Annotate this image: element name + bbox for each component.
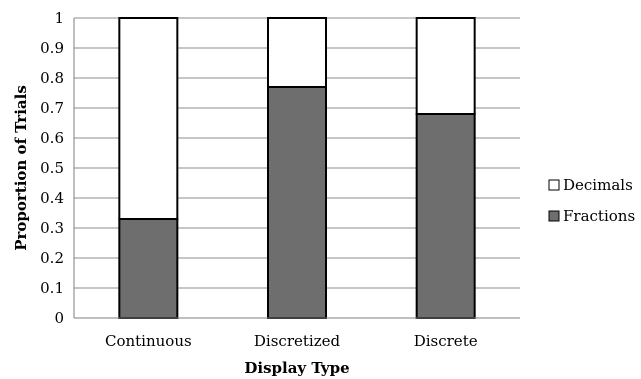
x-tick-labels: Continuous Discretized Discrete bbox=[105, 332, 478, 350]
y-tick-label: 0 bbox=[54, 309, 64, 327]
bar-fractions-continuous bbox=[118, 218, 179, 319]
y-tick-label: 0.2 bbox=[40, 249, 64, 267]
y-tick-label: 0.5 bbox=[40, 159, 64, 177]
y-tick-label: 0.6 bbox=[40, 129, 64, 147]
bar-decimals-continuous bbox=[118, 17, 179, 220]
y-tick-label: 0.9 bbox=[40, 39, 64, 57]
bar-fractions-discrete bbox=[415, 113, 476, 319]
bars bbox=[118, 17, 476, 319]
x-axis-title: Display Type bbox=[244, 359, 349, 377]
y-tick-label: 0.7 bbox=[40, 99, 64, 117]
bar-fractions-discretized bbox=[267, 86, 327, 319]
legend-label-fractions: Fractions bbox=[563, 207, 635, 225]
y-tick-label: 0.1 bbox=[40, 279, 64, 297]
axes bbox=[73, 18, 520, 319]
x-tick-label: Discretized bbox=[254, 332, 341, 350]
y-tick-label: 0.8 bbox=[40, 69, 64, 87]
legend-swatch-decimals bbox=[548, 179, 560, 191]
y-tick-label: 0.4 bbox=[40, 189, 64, 207]
bar-decimals-discrete bbox=[415, 17, 476, 115]
x-tick-label: Discrete bbox=[414, 332, 478, 350]
y-tick-label: 0.3 bbox=[40, 219, 64, 237]
x-tick-label: Continuous bbox=[105, 332, 192, 350]
legend-swatch-fractions bbox=[548, 210, 560, 222]
y-tick-label: 1 bbox=[54, 9, 64, 27]
legend-label-decimals: Decimals bbox=[563, 176, 633, 194]
y-tick-labels: 0 0.1 0.2 0.3 0.4 0.5 0.6 0.7 0.8 0.9 1 bbox=[40, 9, 64, 327]
y-axis-title: Proportion of Trials bbox=[12, 85, 30, 251]
legend: Decimals Fractions bbox=[548, 176, 635, 225]
bar-decimals-discretized bbox=[267, 17, 327, 88]
